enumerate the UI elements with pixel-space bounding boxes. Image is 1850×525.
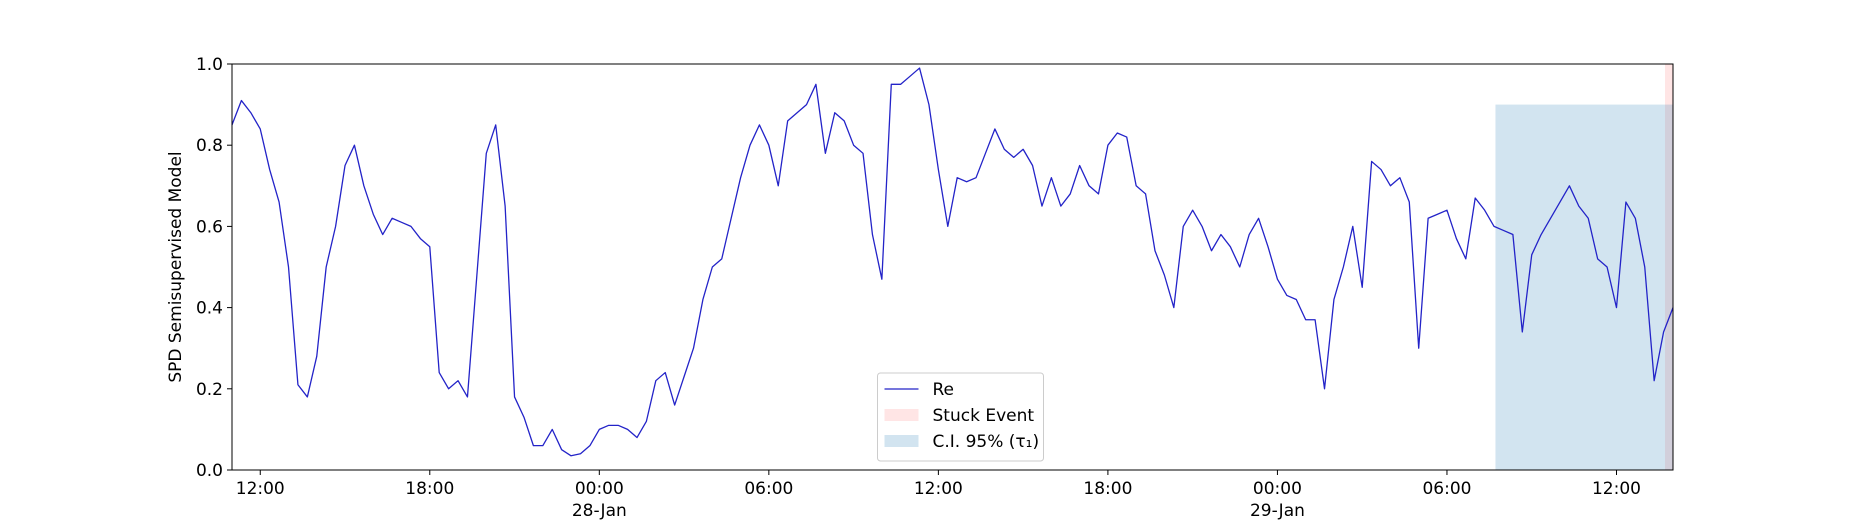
x-date-label: 29-Jan bbox=[1250, 501, 1305, 521]
y-tick-label: 0.2 bbox=[196, 380, 223, 400]
x-tick-label: 06:00 bbox=[744, 479, 793, 499]
y-axis-label: SPD Semisupervised Model bbox=[166, 151, 186, 382]
shaded-span bbox=[1664, 64, 1673, 470]
x-tick-label: 18:00 bbox=[1083, 479, 1132, 499]
axes-frame bbox=[231, 63, 1674, 471]
x-tick-label: 12:00 bbox=[1592, 479, 1641, 499]
x-date-label: 1900 bbox=[578, 523, 621, 525]
y-tick-label: 0.8 bbox=[196, 136, 223, 156]
legend-label: Re bbox=[933, 380, 955, 400]
data-line bbox=[231, 67, 1674, 457]
y-tick-label: 1.0 bbox=[196, 55, 223, 75]
legend-box bbox=[877, 372, 1044, 462]
x-tick-label: 00:00 bbox=[1253, 479, 1302, 499]
x-tick-label: 18:00 bbox=[405, 479, 454, 499]
y-tick-label: 0.4 bbox=[196, 299, 223, 319]
legend-label: Stuck Event bbox=[933, 406, 1035, 426]
shaded-span bbox=[1495, 104, 1673, 470]
x-tick-label: 00:00 bbox=[575, 479, 624, 499]
legend-patch bbox=[884, 435, 919, 447]
x-tick-label: 12:00 bbox=[236, 479, 285, 499]
legend-label: C.I. 95% (τ₁) bbox=[933, 432, 1040, 452]
x-tick-label: 06:00 bbox=[1422, 479, 1471, 499]
y-tick-label: 0.6 bbox=[196, 217, 223, 237]
x-date-label: 28-Jan bbox=[572, 501, 627, 521]
legend: Re Stuck Event C.I. 95% (τ₁) bbox=[877, 372, 1044, 462]
x-tick-label: 12:00 bbox=[914, 479, 963, 499]
y-tick-label: 0.0 bbox=[196, 461, 223, 481]
legend-patch bbox=[884, 409, 919, 421]
